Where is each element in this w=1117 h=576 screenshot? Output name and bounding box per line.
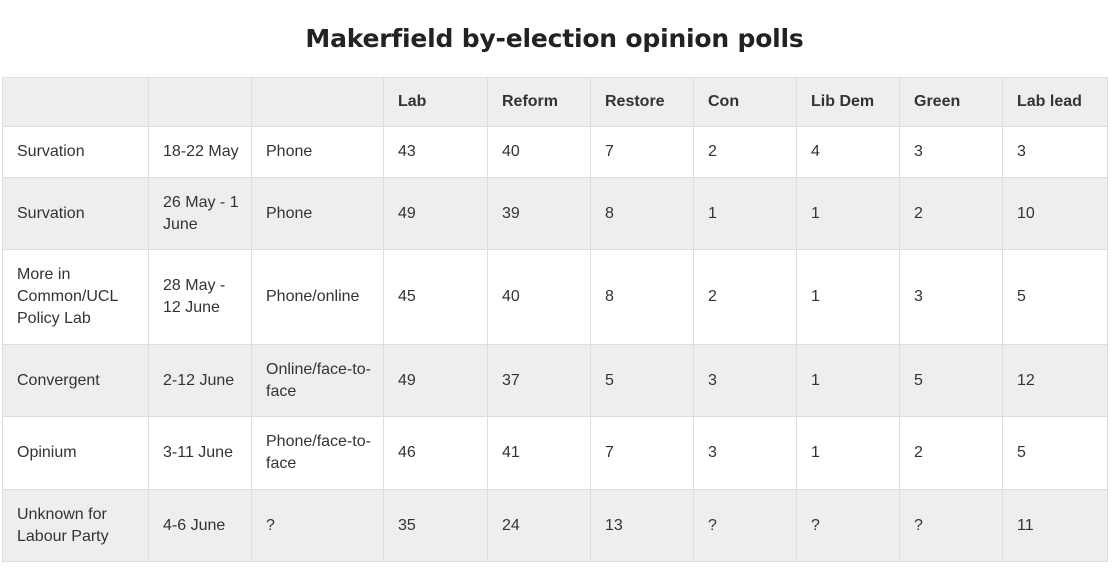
table-row: More in Common/UCL Policy Lab 28 May - 1… bbox=[2, 249, 1108, 345]
header-lab-lead: Lab lead bbox=[1002, 77, 1108, 127]
cell-lab: 49 bbox=[383, 344, 488, 417]
cell-lab-lead: 5 bbox=[1002, 416, 1108, 490]
cell-lab-lead: 12 bbox=[1002, 344, 1108, 417]
cell-con: 1 bbox=[693, 177, 797, 250]
cell-lab-lead: 11 bbox=[1002, 489, 1108, 562]
cell-green: 3 bbox=[899, 126, 1003, 178]
cell-lib-dem: 1 bbox=[796, 344, 900, 417]
cell-lib-dem: 1 bbox=[796, 416, 900, 490]
page-title: Makerfield by-election opinion polls bbox=[305, 24, 804, 53]
header-reform: Reform bbox=[487, 77, 591, 127]
header-pollster bbox=[2, 77, 149, 127]
cell-method: Online/face-to-face bbox=[251, 344, 384, 417]
cell-pollster: More in Common/UCL Policy Lab bbox=[2, 249, 149, 345]
cell-lab-lead: 3 bbox=[1002, 126, 1108, 178]
cell-reform: 39 bbox=[487, 177, 591, 250]
cell-restore: 5 bbox=[590, 344, 694, 417]
cell-dates: 28 May - 12 June bbox=[148, 249, 252, 345]
cell-restore: 7 bbox=[590, 126, 694, 178]
cell-con: 2 bbox=[693, 126, 797, 178]
cell-method: Phone bbox=[251, 126, 384, 178]
cell-dates: 18-22 May bbox=[148, 126, 252, 178]
cell-restore: 7 bbox=[590, 416, 694, 490]
table-row: Survation 18-22 May Phone 43 40 7 2 4 3 … bbox=[2, 126, 1108, 178]
cell-reform: 41 bbox=[487, 416, 591, 490]
cell-green: ? bbox=[899, 489, 1003, 562]
header-lib-dem: Lib Dem bbox=[796, 77, 900, 127]
cell-dates: 26 May - 1 June bbox=[148, 177, 252, 250]
cell-green: 3 bbox=[899, 249, 1003, 345]
table-row: Convergent 2-12 June Online/face-to-face… bbox=[2, 344, 1108, 417]
cell-lab-lead: 10 bbox=[1002, 177, 1108, 250]
cell-dates: 4-6 June bbox=[148, 489, 252, 562]
cell-lab: 45 bbox=[383, 249, 488, 345]
cell-pollster: Unknown for Labour Party bbox=[2, 489, 149, 562]
table-row: Survation 26 May - 1 June Phone 49 39 8 … bbox=[2, 177, 1108, 250]
cell-pollster: Survation bbox=[2, 177, 149, 250]
cell-method: Phone/online bbox=[251, 249, 384, 345]
polls-table: Lab Reform Restore Con Lib Dem Green Lab… bbox=[2, 77, 1108, 562]
header-green: Green bbox=[899, 77, 1003, 127]
cell-dates: 2-12 June bbox=[148, 344, 252, 417]
cell-reform: 40 bbox=[487, 249, 591, 345]
cell-lib-dem: 4 bbox=[796, 126, 900, 178]
cell-reform: 40 bbox=[487, 126, 591, 178]
cell-lab-lead: 5 bbox=[1002, 249, 1108, 345]
cell-lab: 35 bbox=[383, 489, 488, 562]
header-con: Con bbox=[693, 77, 797, 127]
cell-lab: 49 bbox=[383, 177, 488, 250]
cell-green: 5 bbox=[899, 344, 1003, 417]
header-method bbox=[251, 77, 384, 127]
cell-reform: 24 bbox=[487, 489, 591, 562]
cell-lib-dem: ? bbox=[796, 489, 900, 562]
header-restore: Restore bbox=[590, 77, 694, 127]
cell-lib-dem: 1 bbox=[796, 177, 900, 250]
cell-pollster: Opinium bbox=[2, 416, 149, 490]
table-row: Unknown for Labour Party 4-6 June ? 35 2… bbox=[2, 489, 1108, 562]
cell-lab: 43 bbox=[383, 126, 488, 178]
cell-method: Phone bbox=[251, 177, 384, 250]
cell-con: 3 bbox=[693, 416, 797, 490]
cell-pollster: Convergent bbox=[2, 344, 149, 417]
cell-con: 3 bbox=[693, 344, 797, 417]
cell-con: 2 bbox=[693, 249, 797, 345]
cell-restore: 8 bbox=[590, 249, 694, 345]
cell-method: Phone/face-to-face bbox=[251, 416, 384, 490]
header-lab: Lab bbox=[383, 77, 488, 127]
cell-pollster: Survation bbox=[2, 126, 149, 178]
cell-green: 2 bbox=[899, 177, 1003, 250]
cell-dates: 3-11 June bbox=[148, 416, 252, 490]
cell-restore: 8 bbox=[590, 177, 694, 250]
cell-restore: 13 bbox=[590, 489, 694, 562]
cell-lab: 46 bbox=[383, 416, 488, 490]
header-row: Lab Reform Restore Con Lib Dem Green Lab… bbox=[2, 77, 1108, 127]
table-row: Opinium 3-11 June Phone/face-to-face 46 … bbox=[2, 416, 1108, 490]
cell-lib-dem: 1 bbox=[796, 249, 900, 345]
cell-method: ? bbox=[251, 489, 384, 562]
cell-green: 2 bbox=[899, 416, 1003, 490]
cell-reform: 37 bbox=[487, 344, 591, 417]
header-dates bbox=[148, 77, 252, 127]
cell-con: ? bbox=[693, 489, 797, 562]
